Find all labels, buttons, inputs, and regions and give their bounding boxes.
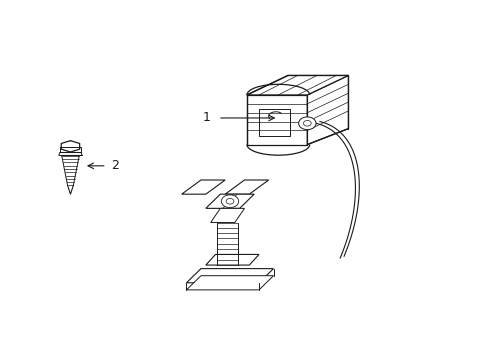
Polygon shape bbox=[60, 147, 81, 152]
Polygon shape bbox=[246, 95, 307, 145]
Circle shape bbox=[221, 195, 238, 208]
Polygon shape bbox=[181, 180, 224, 194]
Polygon shape bbox=[186, 269, 273, 283]
Circle shape bbox=[298, 117, 315, 130]
Polygon shape bbox=[307, 76, 348, 145]
Polygon shape bbox=[246, 76, 348, 95]
Polygon shape bbox=[259, 109, 290, 136]
Text: 1: 1 bbox=[203, 112, 210, 125]
Polygon shape bbox=[186, 276, 273, 290]
Polygon shape bbox=[210, 208, 244, 222]
Text: 2: 2 bbox=[111, 159, 119, 172]
Polygon shape bbox=[205, 255, 259, 265]
Polygon shape bbox=[224, 180, 268, 194]
Polygon shape bbox=[205, 194, 254, 208]
